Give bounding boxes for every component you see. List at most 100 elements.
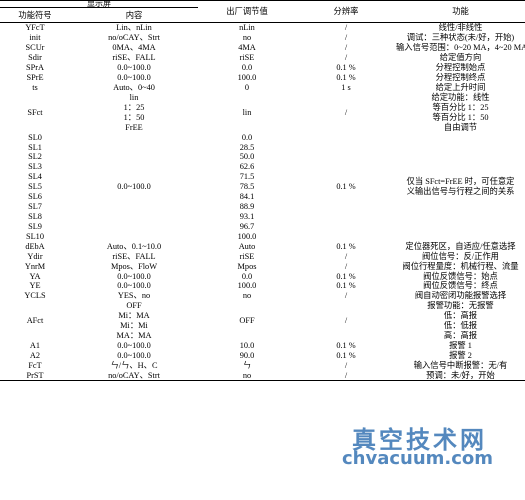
cell-factory: 10.0 xyxy=(239,340,255,350)
table-row: 1：25 等百分比 1：25 xyxy=(0,102,525,112)
cell-function: 调试：三种状态(未/好，开始) xyxy=(406,33,515,43)
cell-function: 输入信号中断报警：无/有 xyxy=(413,360,508,370)
cell-content: 0.0~100.0 xyxy=(117,340,151,350)
cell-content: 1：50 xyxy=(123,112,145,122)
cell-content: riSE、FALL xyxy=(112,251,156,261)
table-row: SL8 93.1 xyxy=(0,212,525,222)
cell-content: Lin、nLin xyxy=(116,23,152,33)
cell-factory: 93.1 xyxy=(239,211,255,221)
cell-code: SPrE xyxy=(26,73,44,83)
cell-function: 阀位反馈信号：始点 xyxy=(423,271,498,281)
table-row: MA：MA 高：高报 xyxy=(0,331,525,341)
cell-resolution: / xyxy=(344,107,348,117)
cell-function: 阀位信号：反/正作用 xyxy=(422,251,499,261)
table-row: Mi：Mi 低：低报 xyxy=(0,321,525,331)
cell-factory: OFF xyxy=(239,316,255,326)
cell-factory: no xyxy=(198,370,296,382)
cell-resolution: / xyxy=(344,291,348,301)
cell-resolution: / xyxy=(344,316,348,326)
cell-resolution: 0.1 % xyxy=(336,271,356,281)
header-resolution: 分辨率 xyxy=(296,0,396,23)
cell-content: 0.0~100.0 xyxy=(117,281,151,291)
cell-code: SL6 xyxy=(28,192,42,202)
cell-factory: riSE xyxy=(239,53,255,63)
cell-factory: no xyxy=(242,291,252,301)
cell-content: no/oCAY、Strt xyxy=(108,33,160,43)
table-row: ts Auto、0~40 0 1 s 给定上升时间 xyxy=(0,83,525,93)
cell-content: YES、no xyxy=(117,291,151,301)
cell-code: Sdir xyxy=(28,53,42,63)
cell-factory: lin xyxy=(242,107,252,117)
cell-code: SL2 xyxy=(28,152,42,162)
cell-content: MA：MA xyxy=(116,331,152,341)
cell-code: SL7 xyxy=(28,202,42,212)
cell-content: Mi：MA xyxy=(118,311,150,321)
cell-code: A2 xyxy=(29,350,41,360)
cell-code: SL0 xyxy=(28,132,42,142)
cell-factory: 50.0 xyxy=(239,152,255,162)
cell-factory: 88.9 xyxy=(239,202,255,212)
cell-content: 0.0~100.0 xyxy=(117,73,151,83)
cell-resolution: / xyxy=(296,370,396,382)
cell-factory: 0 xyxy=(244,82,250,92)
cell-code: SPrA xyxy=(26,63,44,73)
cell-code: PrST xyxy=(0,370,70,382)
table-row: SL7 88.9 xyxy=(0,202,525,212)
header-function: 功能 xyxy=(396,0,525,23)
cell-function: 等百分比 1：50 xyxy=(432,112,489,122)
cell-factory: 96.7 xyxy=(239,221,255,231)
cell-code: FcT xyxy=(28,360,42,370)
cell-function: 报警 2 xyxy=(449,350,472,360)
cell-factory: 62.6 xyxy=(239,162,255,172)
cell-resolution: / xyxy=(344,33,348,43)
table-row: Sdir riSE、FALL riSE / 给定值方向 xyxy=(0,53,525,63)
cell-resolution: 0.1 % xyxy=(336,241,356,251)
table-row: SL6 84.1 xyxy=(0,192,525,202)
table-row: Mi：MA 低：高报 xyxy=(0,311,525,321)
cell-factory: Mpos xyxy=(237,261,257,271)
table-row: 1：50 等百分比 1：50 xyxy=(0,112,525,122)
table-row: A1 0.0~100.0 10.0 0.1 % 报警 1 xyxy=(0,341,525,351)
cell-resolution: / xyxy=(344,53,348,63)
cell-factory: 4MA xyxy=(238,43,256,53)
table-row: init no/oCAY、Strt no / 调试：三种状态(未/好，开始) xyxy=(0,33,525,43)
table-row: FrEE 自由调节 xyxy=(0,122,525,132)
cell-function: 预调：未/好，开始 xyxy=(396,370,525,382)
cell-function: 低：高报 xyxy=(443,311,478,321)
cell-resolution: / xyxy=(344,43,348,53)
cell-factory: 90.0 xyxy=(239,350,255,360)
cell-resolution: 0.1 % xyxy=(336,73,356,83)
cell-resolution: 0.1 % xyxy=(336,281,356,291)
table-row: SPrA 0.0~100.0 0.0 0.1 % 分程控制始点 xyxy=(0,63,525,73)
cell-factory: 28.5 xyxy=(239,142,255,152)
cell-function: 线性/非线性 xyxy=(438,23,483,33)
header-code: 功能符号 xyxy=(0,7,70,23)
cell-resolution: 0.1 % xyxy=(336,182,356,192)
table-row: Ydir riSE、FALL riSE / 阀位信号：反/正作用 xyxy=(0,251,525,261)
cell-content: 1：25 xyxy=(123,102,145,112)
parameter-table: 显示屏 出厂调节值 分辨率 功能 功能符号 内容 YFcT Lin、nLin nLi… xyxy=(0,0,525,382)
table-row: PrST no/oCAY、Strt no / 预调：未/好，开始 xyxy=(0,370,525,382)
cell-code: SCUr xyxy=(25,43,45,53)
table-row: SL3 62.6 xyxy=(0,162,525,172)
cell-factory: Auto xyxy=(238,241,256,251)
cell-factory: 78.5 xyxy=(239,182,255,192)
cell-function: 高：高报 xyxy=(443,331,478,341)
table-row: YCLS YES、no no / 阀自动密闭功能报警选择 xyxy=(0,291,525,301)
cell-content: no/oCAY、Strt xyxy=(70,370,198,382)
cell-factory: 0.0 xyxy=(241,271,253,281)
cell-function: 阀位行程量度：机械行程、流量 xyxy=(402,261,519,271)
cell-content: FrEE xyxy=(125,122,143,132)
cell-resolution: / xyxy=(344,261,348,271)
cell-function: 报警 1 xyxy=(449,340,472,350)
cell-code: SL8 xyxy=(28,211,42,221)
cell-factory: 84.1 xyxy=(239,192,255,202)
cell-content: 0.0~100.0 xyxy=(117,271,151,281)
cell-code: ts xyxy=(32,82,38,92)
table-row: SPrE 0.0~100.0 100.0 0.1 % 分程控制终点 xyxy=(0,73,525,83)
table-row: AFct OFF OFF / 报警功能：无报警 xyxy=(0,301,525,325)
cell-factory: 0.0 xyxy=(241,132,253,142)
cell-resolution: 0.1 % xyxy=(336,350,356,360)
cell-code: SL10 xyxy=(26,231,44,241)
